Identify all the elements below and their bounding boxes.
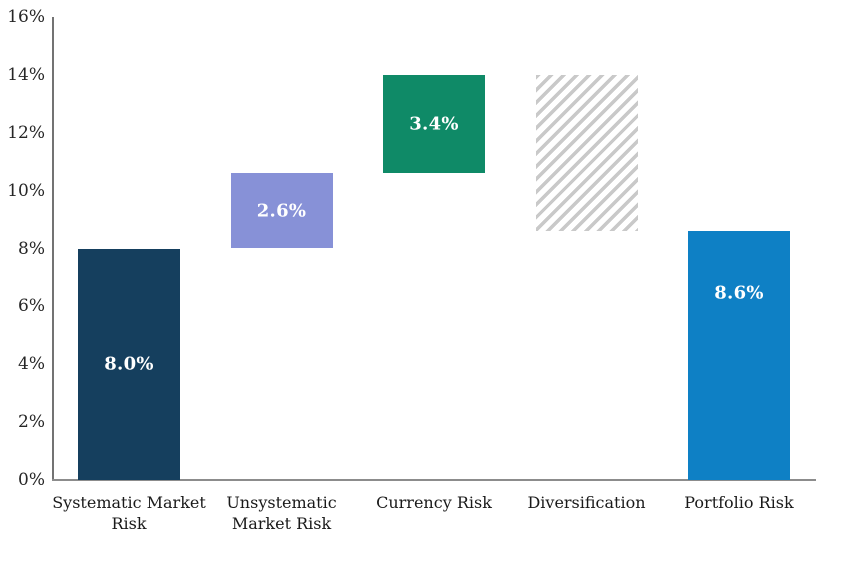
bar-value-label: 2.6% — [256, 200, 307, 222]
y-axis-tick-label: 4% — [18, 354, 45, 375]
x-axis-label-unsystematic-market-risk: Unsystematic Market Risk — [226, 493, 337, 533]
y-axis-tick-label: 16% — [7, 7, 45, 27]
y-axis-tick-label: 14% — [7, 64, 45, 85]
bar-portfolio-risk: 8.6% — [688, 231, 790, 480]
bar-currency-risk: 3.4% — [383, 74, 485, 174]
y-axis-tick-label: 0% — [18, 470, 45, 490]
y-axis-tick-label: 10% — [7, 180, 45, 201]
x-axis-label-diversification: Diversification — [527, 493, 646, 512]
bar-value-label: 3.4% — [409, 113, 459, 135]
y-axis-tick-label: 6% — [18, 296, 45, 317]
y-axis-tick-label: 2% — [18, 412, 45, 433]
y-axis-tick-label: 12% — [7, 122, 45, 143]
x-axis-label-currency-risk: Currency Risk — [376, 493, 492, 512]
bar-systematic-market-risk: 8.0% — [78, 248, 180, 480]
y-axis-tick-label: 8% — [18, 238, 45, 259]
y-axis-line — [52, 17, 54, 481]
bar-value-label: 8.0% — [104, 353, 154, 375]
bar-unsystematic-market-risk: 2.6% — [230, 173, 333, 249]
bar-value-label: 8.6% — [714, 282, 764, 304]
x-axis-label-systematic-market-risk: Systematic Market Risk — [52, 493, 206, 533]
x-axis-line — [52, 479, 816, 481]
bar-diversification — [535, 74, 638, 232]
x-axis-label-portfolio-risk: Portfolio Risk — [684, 493, 794, 512]
